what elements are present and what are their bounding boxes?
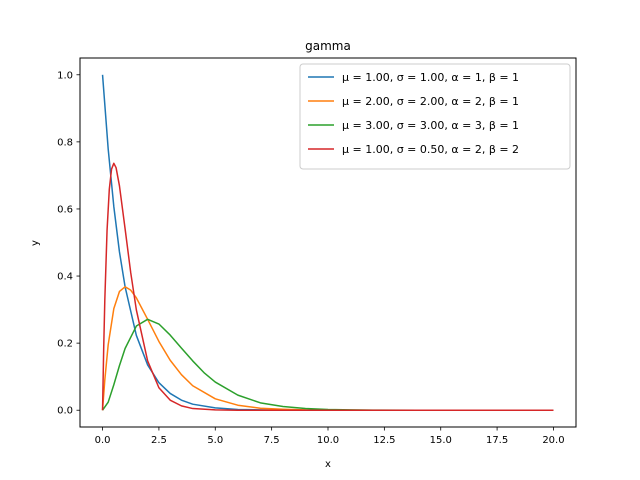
x-tick-label: 10.0 <box>317 435 339 446</box>
x-tick-label: 0.0 <box>95 435 111 446</box>
legend: μ = 1.00, σ = 1.00, α = 1, β = 1 μ = 2.00… <box>299 63 571 170</box>
y-axis-ticks: 0.0 0.2 0.4 0.6 0.8 1.0 <box>57 70 80 417</box>
x-axis-ticks: 0.0 2.5 5.0 7.5 10.0 12.5 15.0 17.5 20.0 <box>95 427 565 446</box>
y-tick-label: 0.6 <box>57 204 73 215</box>
x-tick-label: 17.5 <box>486 435 508 446</box>
chart-title: gamma <box>305 39 351 53</box>
x-tick-label: 5.0 <box>207 435 223 446</box>
y-tick-label: 0.8 <box>57 137 73 148</box>
legend-entry-4: μ = 1.00, σ = 0.50, α = 2, β = 2 <box>342 143 519 156</box>
legend-entry-1: μ = 1.00, σ = 1.00, α = 1, β = 1 <box>342 71 519 84</box>
series-lines <box>101 74 554 411</box>
y-tick-label: 0.2 <box>57 339 73 350</box>
legend-entry-3: μ = 3.00, σ = 3.00, α = 3, β = 1 <box>342 119 519 132</box>
x-axis-label: x <box>325 459 331 470</box>
x-tick-label: 7.5 <box>264 435 280 446</box>
y-tick-label: 0.4 <box>57 272 73 283</box>
series-line-4 <box>101 162 554 411</box>
y-tick-label: 0.0 <box>57 406 73 417</box>
x-tick-label: 15.0 <box>430 435 452 446</box>
y-tick-label: 1.0 <box>57 70 73 81</box>
y-axis-label: y <box>30 240 41 246</box>
x-tick-label: 12.5 <box>373 435 395 446</box>
legend-entry-2: μ = 2.00, σ = 2.00, α = 2, β = 1 <box>342 95 519 108</box>
x-tick-label: 2.5 <box>151 435 167 446</box>
legend-box <box>299 63 571 170</box>
x-tick-label: 20.0 <box>542 435 564 446</box>
